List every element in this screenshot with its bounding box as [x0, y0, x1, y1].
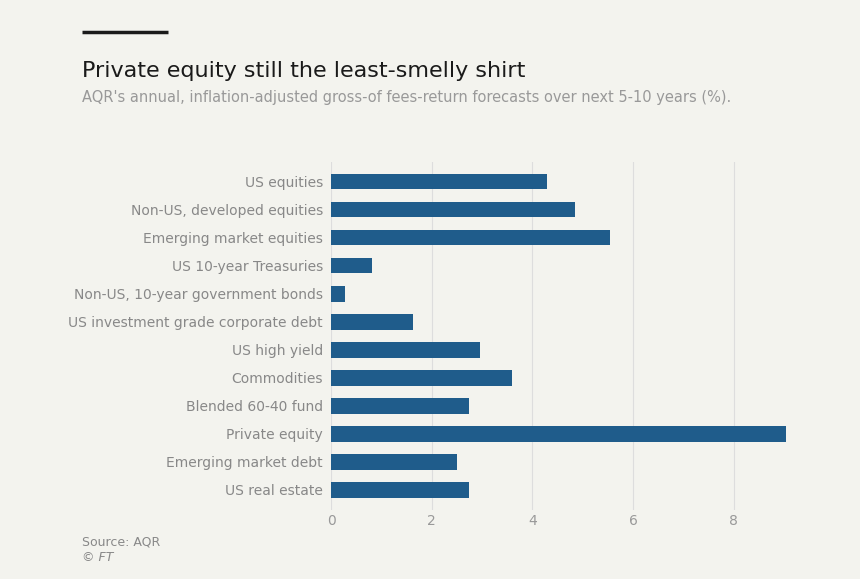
Bar — [331, 342, 480, 357]
Bar — [331, 174, 548, 189]
Bar — [331, 230, 611, 245]
Text: AQR's annual, inflation-adjusted gross-of fees-return forecasts over next 5-10 y: AQR's annual, inflation-adjusted gross-o… — [82, 90, 731, 105]
Bar — [331, 286, 345, 302]
Bar — [331, 314, 413, 329]
Text: Source: AQR: Source: AQR — [82, 536, 160, 548]
Text: © FT: © FT — [82, 551, 113, 564]
Bar — [331, 202, 575, 218]
Text: Private equity still the least-smelly shirt: Private equity still the least-smelly sh… — [82, 61, 525, 81]
Bar — [331, 398, 470, 413]
Bar — [331, 482, 470, 497]
Bar — [331, 426, 786, 442]
Bar — [331, 454, 457, 470]
Bar — [331, 370, 513, 386]
Bar — [331, 258, 372, 273]
